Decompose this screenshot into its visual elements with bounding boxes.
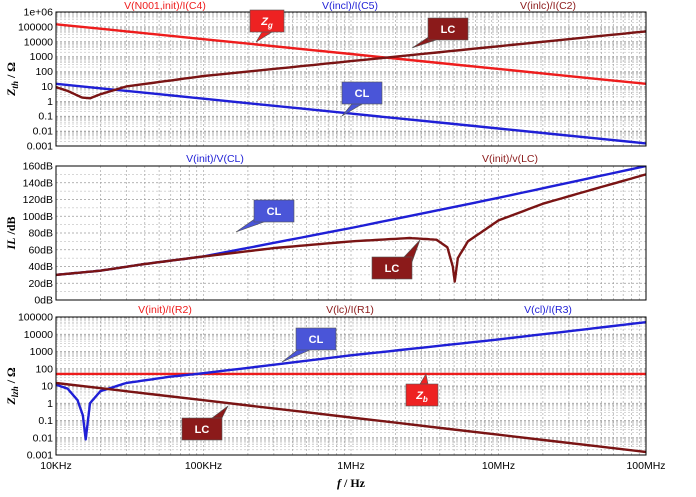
y-tick-label: 100000 bbox=[18, 21, 53, 33]
series-line-1 bbox=[56, 82, 646, 145]
y-tick-label: 10000 bbox=[24, 36, 53, 48]
series-line-2 bbox=[56, 30, 646, 100]
y-tick-label: 100 bbox=[35, 66, 53, 78]
series-line-2 bbox=[56, 381, 646, 454]
callout-cl: CL bbox=[235, 199, 295, 233]
callout-label: CL bbox=[355, 88, 370, 100]
y-tick-label: 100000 bbox=[18, 312, 53, 324]
series-line-1 bbox=[56, 321, 646, 441]
y-tick-label: 140dB bbox=[23, 177, 53, 189]
y-axis-label: IL /dB bbox=[4, 216, 18, 250]
trace-title: V(init)/V(CL) bbox=[186, 153, 244, 165]
callout-label: Zg bbox=[260, 16, 273, 30]
y-tick-label: 1 bbox=[47, 96, 53, 108]
plot-frame bbox=[55, 11, 647, 147]
x-axis-label: f / Hz bbox=[337, 476, 366, 490]
y-tick-label: 100 bbox=[35, 363, 53, 375]
callout-label: LC bbox=[441, 24, 456, 36]
y-tick-label: 0dB bbox=[34, 295, 53, 307]
callout-lc: LC bbox=[411, 17, 469, 49]
y-tick-label: 1e+06 bbox=[24, 7, 54, 19]
y-tick-label: 10 bbox=[41, 81, 53, 93]
y-tick-label: 0.1 bbox=[38, 415, 53, 427]
y-tick-label: 0.1 bbox=[38, 111, 53, 123]
plot-frame bbox=[55, 316, 647, 456]
callout-cl: CL bbox=[341, 81, 383, 117]
x-tick-label: 1MHz bbox=[337, 460, 364, 472]
callout-lc: LC bbox=[371, 239, 421, 280]
panel-top: 1e+06 100000 10000 1000 100 10 1 0.1 0.01 0.001 Zt… bbox=[4, 0, 647, 153]
y-tick-label: 0.01 bbox=[33, 432, 54, 444]
y-tick-label: 1000 bbox=[30, 51, 54, 63]
y-tick-label: 10 bbox=[41, 381, 53, 393]
y-tick-label: 60dB bbox=[28, 244, 53, 256]
y-tick-label: 80dB bbox=[28, 228, 53, 240]
y-tick-label: 120dB bbox=[23, 194, 53, 206]
y-tick-label: 1000 bbox=[30, 346, 54, 358]
x-tick-label: 100KHz bbox=[185, 460, 222, 472]
y-tick-label: 0.001 bbox=[27, 141, 53, 153]
y-tick-label: 20dB bbox=[28, 278, 53, 290]
callout-label: CL bbox=[309, 334, 324, 346]
callout-z: Zg bbox=[249, 9, 285, 43]
callout-label: LC bbox=[385, 263, 400, 275]
callout-label: Zb bbox=[415, 390, 428, 404]
panel-bottom: 100000 10000 1000 100 10 1 0.1 0.01 0.001 Zlzh / … bbox=[4, 304, 666, 490]
x-tick-label: 100MHz bbox=[626, 460, 665, 472]
trace-title: V(inlc)/I(C2) bbox=[520, 0, 576, 12]
callout-z: Zb bbox=[405, 373, 439, 407]
y-tick-label: 0.01 bbox=[33, 126, 54, 138]
y-tick-label: 1 bbox=[47, 398, 53, 410]
y-tick-label: 10000 bbox=[24, 329, 53, 341]
trace-title: V(init)/I(R2) bbox=[138, 304, 192, 316]
callout-lc: LC bbox=[181, 405, 229, 441]
x-tick-label: 10MHz bbox=[482, 460, 515, 472]
x-tick-label: 10KHz bbox=[40, 460, 72, 472]
callout-label: CL bbox=[267, 206, 282, 218]
trace-title: V(N001,init)/I(C4) bbox=[124, 0, 206, 12]
plot-frame bbox=[55, 165, 647, 301]
trace-title: V(incl)/I(C5) bbox=[322, 0, 378, 12]
callout-cl: CL bbox=[281, 327, 337, 363]
y-tick-label: 100dB bbox=[23, 211, 53, 223]
callout-label: LC bbox=[195, 424, 210, 436]
y-tick-label: 0.001 bbox=[27, 450, 53, 462]
trace-title: V(lc)/I(R1) bbox=[326, 304, 374, 316]
y-axis-label: Zlzh / Ω bbox=[4, 367, 20, 406]
trace-title: V(cl)/I(R3) bbox=[524, 304, 572, 316]
panel-middle: 160dB 140dB 120dB 100dB 80dB 60dB 40dB 20dB 0dB I… bbox=[4, 153, 647, 307]
series-line-0 bbox=[56, 23, 646, 85]
trace-title: V(init)/v(LC) bbox=[482, 153, 538, 165]
series-line-1 bbox=[56, 173, 646, 283]
y-tick-label: 160dB bbox=[23, 161, 53, 173]
y-axis-label: Zth / Ω bbox=[4, 62, 20, 97]
y-tick-label: 40dB bbox=[28, 261, 53, 273]
